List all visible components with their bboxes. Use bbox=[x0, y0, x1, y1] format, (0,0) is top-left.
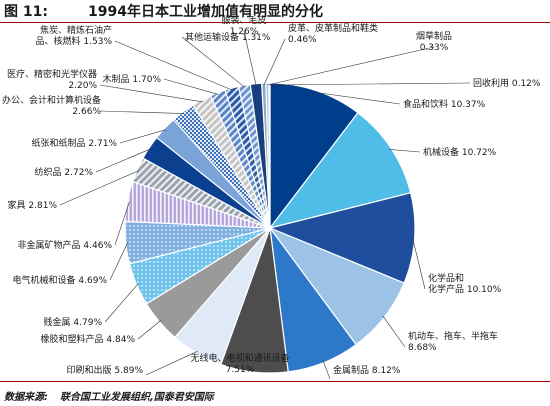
leader-line bbox=[382, 315, 406, 348]
slice-label: 其他运输设备 1.31% bbox=[185, 31, 271, 43]
leader-line bbox=[99, 110, 185, 114]
slice-labels: 食品和饮料 10.37% 机械设备 10.72% 化学品和化学产品 10.10% 机动… bbox=[2, 14, 541, 376]
leader-line bbox=[322, 360, 331, 380]
source-label: 数据来源: bbox=[4, 392, 48, 403]
slice-label: 纸张和纸制品 2.71% bbox=[32, 137, 118, 149]
slice-label: 烟草制品 0.33% bbox=[416, 30, 452, 53]
slice-label: 木制品 1.70% bbox=[103, 73, 162, 85]
leader-line bbox=[267, 46, 435, 86]
figure-title-bar: 图 11: 1994年日本工业增加值有明显的分化 bbox=[0, 0, 550, 23]
figure-title: 1994年日本工业增加值有明显的分化 bbox=[88, 4, 323, 20]
leader-line bbox=[263, 38, 286, 86]
slice-label: 印刷和出版 5.89% bbox=[67, 364, 144, 376]
pie-slice-pattern bbox=[132, 158, 270, 228]
leader-line bbox=[269, 82, 471, 86]
leader-line bbox=[243, 30, 257, 86]
pie-slice-pattern bbox=[238, 84, 270, 228]
slice-label: 皮革、皮革制品和鞋类 0.46% bbox=[288, 22, 378, 45]
leader-line bbox=[181, 36, 245, 88]
slice-label: 机动车、拖车、半拖车 8.68% bbox=[408, 330, 498, 353]
figure-number: 图 11: bbox=[4, 4, 48, 20]
slice-label: 焦炭、精炼石油产品、核燃料 1.53% bbox=[36, 24, 113, 47]
slice-label: 回收利用 0.12% bbox=[473, 77, 541, 89]
slice-label: 医疗、精密和光学仪器 2.20% bbox=[7, 68, 97, 91]
slice-label: 机械设备 10.72% bbox=[423, 146, 497, 158]
slice-label: 服装、毛皮 1.26% bbox=[221, 14, 266, 37]
slice-label: 纺织品 2.72% bbox=[35, 166, 94, 178]
pie-chart: 食品和饮料 10.37% 机械设备 10.72% 化学品和化学产品 10.10% 机动… bbox=[2, 14, 541, 380]
slice-label: 橡胶和塑料产品 4.84% bbox=[41, 333, 136, 345]
pie-slice-pattern bbox=[192, 95, 270, 228]
pie-slice bbox=[268, 192, 416, 284]
pie-slice-pattern bbox=[124, 221, 271, 264]
leader-line bbox=[109, 242, 128, 281]
leader-line bbox=[389, 149, 421, 153]
leader-line bbox=[104, 283, 139, 323]
pie-slice-pattern bbox=[210, 90, 270, 228]
leader-lines bbox=[59, 30, 471, 380]
leader-line bbox=[95, 148, 152, 173]
leader-line bbox=[59, 170, 140, 206]
pie-slice-pattern bbox=[129, 228, 270, 304]
leader-line bbox=[137, 320, 161, 340]
slice-label: 贱金属 4.79% bbox=[44, 316, 103, 328]
slice-label: 食品和饮料 10.37% bbox=[403, 98, 486, 110]
pie-slice bbox=[268, 82, 271, 229]
pie-slice-pattern bbox=[173, 105, 270, 228]
slice-label: 办公、会计和计算机设备 2.66% bbox=[2, 94, 101, 117]
slice-label: 电气机械和设备 4.69% bbox=[13, 274, 108, 286]
pie-slice bbox=[268, 111, 412, 229]
slice-label: 化学品和化学产品 10.10% bbox=[428, 272, 502, 295]
source-bar: 数据来源: 联合国工业发展组织,国泰君安国际 bbox=[0, 381, 550, 406]
leader-line bbox=[315, 92, 401, 105]
leader-line bbox=[119, 129, 167, 144]
slice-label: 家具 2.81% bbox=[8, 199, 58, 211]
pie-slices bbox=[124, 82, 416, 374]
leader-line bbox=[114, 201, 130, 246]
source-text: 联合国工业发展组织,国泰君安国际 bbox=[60, 392, 214, 403]
slice-label: 无线电、电视和通讯设备 7.51% bbox=[190, 352, 289, 375]
leader-line bbox=[99, 84, 203, 103]
slice-label: 非金属矿物产品 4.46% bbox=[18, 239, 113, 251]
slice-label: 金属制品 8.12% bbox=[333, 364, 401, 376]
leader-line bbox=[145, 351, 198, 376]
leader-line bbox=[412, 238, 426, 290]
leader-line bbox=[239, 368, 255, 371]
leader-line bbox=[163, 78, 219, 95]
leader-line bbox=[114, 40, 233, 91]
pie-slice-pattern bbox=[225, 86, 270, 228]
pie-slice bbox=[269, 82, 359, 230]
